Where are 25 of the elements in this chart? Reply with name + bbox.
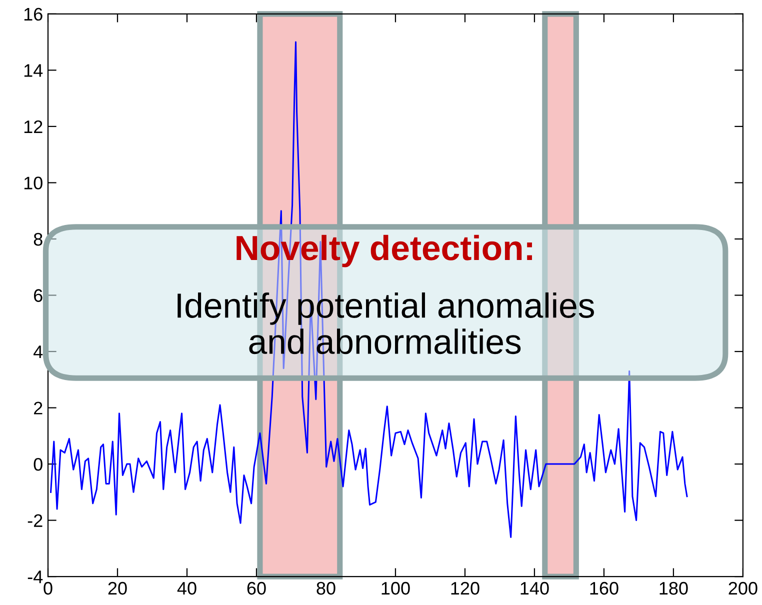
y-tick-label: 14: [24, 64, 43, 77]
y-tick-label: 6: [34, 289, 42, 302]
y-tick-label: 16: [24, 8, 42, 21]
x-tick-label: 160: [590, 582, 618, 595]
y-tick-label: 12: [24, 120, 42, 133]
x-tick-label: 120: [451, 582, 480, 595]
line-series: [50, 41, 688, 538]
x-tick-label: 100: [382, 582, 410, 595]
y-tick-label: 2: [34, 402, 42, 414]
x-tick-label: 180: [660, 582, 688, 595]
x-tick-label: 80: [316, 582, 336, 595]
x-tick-label: 40: [177, 582, 196, 595]
x-tick-label: 140: [520, 582, 549, 595]
annotation: Novelty detection:: [236, 234, 532, 268]
x-tick-label: 60: [247, 582, 266, 595]
y-tick-label: 0: [34, 458, 42, 471]
x-tick-label: 0: [44, 582, 52, 595]
y-tick-label: -2: [28, 514, 42, 527]
annotation: Identify potential anomalies and abnormalities: [178, 292, 594, 354]
y-tick-label: 4: [34, 346, 43, 358]
y-tick-label: 8: [34, 232, 42, 246]
x-tick-label: 200: [728, 582, 758, 595]
y-tick-label: 10: [24, 176, 42, 190]
y-tick-label: -4: [28, 570, 43, 584]
x-tick-label: 20: [108, 582, 127, 595]
